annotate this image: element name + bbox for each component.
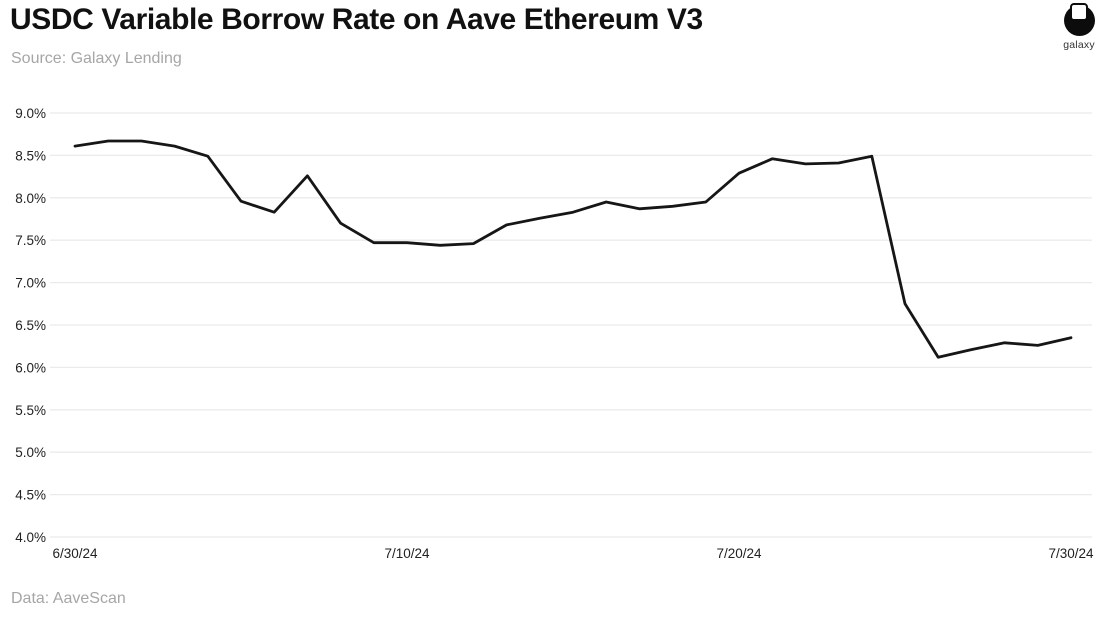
borrow-rate-line — [73, 139, 1073, 359]
page-title: USDC Variable Borrow Rate on Aave Ethere… — [10, 3, 703, 36]
y-tick-label: 6.0% — [15, 360, 46, 375]
y-tick-label: 6.5% — [15, 318, 46, 333]
galaxy-logo-label: galaxy — [1063, 39, 1095, 51]
x-tick-label: 6/30/24 — [52, 546, 98, 561]
y-tick-label: 8.5% — [15, 148, 46, 163]
y-tick-label: 4.5% — [15, 488, 46, 503]
galaxy-logo-square-icon — [1070, 3, 1088, 21]
data-source-label: Data: AaveScan — [11, 590, 126, 607]
y-tick-label: 5.0% — [15, 445, 46, 460]
source-label: Source: Galaxy Lending — [11, 50, 182, 67]
y-tick-label: 8.0% — [15, 191, 46, 206]
galaxy-logo-icon — [1063, 3, 1095, 36]
y-tick-label: 5.5% — [15, 403, 46, 418]
y-tick-label: 7.5% — [15, 233, 46, 248]
x-tick-label: 7/30/24 — [1048, 546, 1094, 561]
borrow-rate-chart: 9.0% 8.5% 8.0% 7.5% 7.0% 6.5% 6.0% 5.5% 5.0% 4.5%… — [15, 106, 1094, 561]
galaxy-logo: galaxy — [1056, 2, 1100, 51]
x-tick-label: 7/10/24 — [384, 546, 430, 561]
x-tick-label: 7/20/24 — [716, 546, 762, 561]
y-tick-label: 9.0% — [15, 106, 46, 121]
y-tick-label: 7.0% — [15, 276, 46, 291]
y-tick-label: 4.0% — [15, 530, 46, 545]
